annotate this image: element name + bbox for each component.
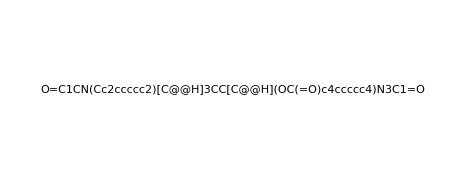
Text: O=C1CN(Cc2ccccc2)[C@@H]3CC[C@@H](OC(=O)c4ccccc4)N3C1=O: O=C1CN(Cc2ccccc2)[C@@H]3CC[C@@H](OC(=O)c… <box>41 84 425 94</box>
